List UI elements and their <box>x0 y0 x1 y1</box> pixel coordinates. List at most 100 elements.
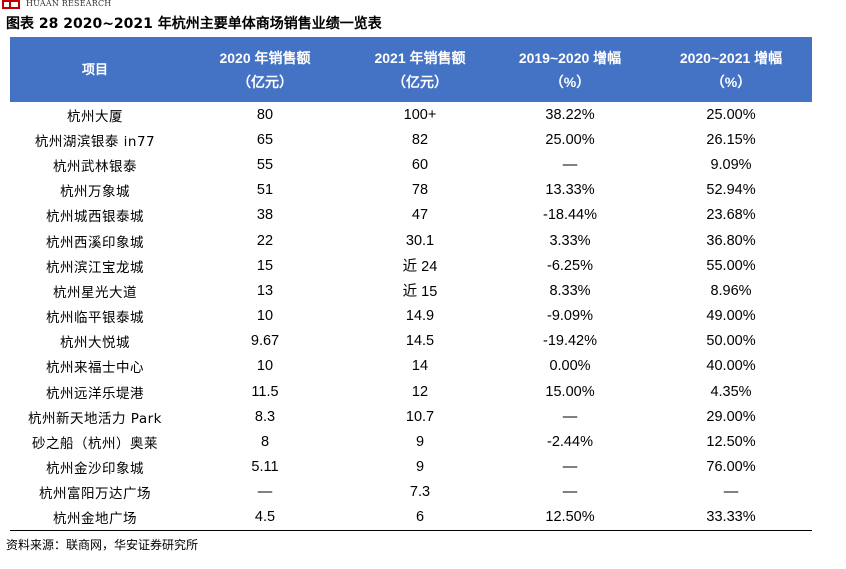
mall-name-cell: 杭州大厦 <box>67 108 123 125</box>
column-header-1: 2020 年销售额 （亿元） <box>180 37 350 102</box>
value-cell: 52.94% <box>706 182 756 199</box>
value-cell: 15.00% <box>545 383 595 400</box>
value-cell: 8.96% <box>710 282 752 299</box>
table-row: 杭州大厦 80 100+ 38.22% 25.00% <box>10 102 812 127</box>
value-cell: 78 <box>411 182 429 199</box>
value-cell: -2.44% <box>547 434 593 451</box>
value-cell: -18.44% <box>542 207 597 224</box>
value-cell: 11.5 <box>251 383 279 400</box>
mall-name-cell: 杭州临平银泰城 <box>46 310 144 327</box>
value-cell: — <box>562 156 578 173</box>
value-cell: 23.68% <box>706 207 756 224</box>
table-row: 杭州远洋乐堤港 11.5 12 15.00% 4.35% <box>10 379 812 404</box>
value-cell: 65 <box>256 131 274 148</box>
value-cell: 13.33% <box>545 182 595 199</box>
value-cell: 33.33% <box>650 505 812 531</box>
value-cell: 4.5 <box>180 505 350 531</box>
table-row: 杭州滨江宝龙城 15 近 24 -6.25% 55.00% <box>10 253 812 278</box>
value-cell: 0.00% <box>549 358 591 375</box>
value-cell: 9.09% <box>710 156 752 173</box>
table-row: 杭州金沙印象城 5.11 9 — 76.00% <box>10 455 812 480</box>
sales-table: 项目 2020 年销售额 （亿元） 2021 年销售额 （亿元） 2019~2020 增幅… <box>10 37 812 531</box>
mall-name-cell: 杭州湖滨银泰 in77 <box>34 133 156 150</box>
value-cell: 40.00% <box>706 358 756 375</box>
source-note: 资料来源：联商网，华安证券研究所 <box>6 538 199 552</box>
column-header-line2: （%） <box>710 73 752 90</box>
column-header-line1: 2020 年销售额 <box>219 49 311 66</box>
mall-name-cell: 杭州来福士中心 <box>46 360 144 377</box>
mall-name-cell: 杭州星光大道 <box>53 284 137 301</box>
value-cell: 9 <box>415 434 425 451</box>
value-cell: 15 <box>256 257 274 274</box>
mall-name-cell: 杭州西溪印象城 <box>46 234 144 251</box>
table-row: 杭州富阳万达广场 — 7.3 — — <box>10 480 812 505</box>
value-cell: 47 <box>411 207 429 224</box>
value-cell: 7.3 <box>409 484 431 501</box>
logo: HUAAN RESEARCH <box>0 0 200 12</box>
value-cell: 10.7 <box>405 408 435 425</box>
value-cell: 14.9 <box>405 308 435 325</box>
value-cell: 3.33% <box>549 232 591 249</box>
mall-name-cell: 杭州万象城 <box>60 184 130 201</box>
column-header-0: 项目 <box>10 37 180 102</box>
table-row: 杭州武林银泰 55 60 — 9.09% <box>10 152 812 177</box>
mall-name-cell: 杭州金沙印象城 <box>46 461 144 478</box>
value-cell: 5.11 <box>251 459 279 476</box>
column-header-line1: 2021 年销售额 <box>374 49 466 66</box>
value-cell: -9.09% <box>547 308 593 325</box>
table-row: 杭州万象城 51 78 13.33% 52.94% <box>10 178 812 203</box>
table-row: 杭州临平银泰城 10 14.9 -9.09% 49.00% <box>10 304 812 329</box>
column-header-line2: （%） <box>549 73 591 90</box>
value-cell: 80 <box>256 106 274 123</box>
value-cell: 60 <box>411 156 429 173</box>
table-row: 杭州来福士中心 10 14 0.00% 40.00% <box>10 354 812 379</box>
column-header-3: 2019~2020 增幅 （%） <box>490 37 650 102</box>
table-row: 杭州金地广场 4.5 6 12.50% 33.33% <box>10 505 812 531</box>
value-cell: 12.50% <box>490 505 650 531</box>
column-header-line1: 项目 <box>81 61 108 77</box>
table-header-row: 项目 2020 年销售额 （亿元） 2021 年销售额 （亿元） 2019~2020 增幅… <box>10 37 812 102</box>
value-cell: 25.00% <box>706 106 756 123</box>
value-cell: 26.15% <box>706 131 756 148</box>
value-cell: 49.00% <box>706 308 756 325</box>
table-row: 杭州西溪印象城 22 30.1 3.33% 36.80% <box>10 228 812 253</box>
table-row: 杭州湖滨银泰 in77 65 82 25.00% 26.15% <box>10 127 812 152</box>
value-cell: 22 <box>256 232 274 249</box>
value-cell: 30.1 <box>405 232 435 249</box>
mall-name-cell: 杭州城西银泰城 <box>46 209 144 226</box>
value-cell: — <box>257 484 273 501</box>
value-cell: 8.3 <box>254 408 276 425</box>
table-row: 杭州新天地活力 Park 8.3 10.7 — 29.00% <box>10 404 812 429</box>
value-cell: 29.00% <box>706 408 756 425</box>
value-cell: 36.80% <box>706 232 756 249</box>
value-cell: 10 <box>256 308 274 325</box>
table-row: 杭州大悦城 9.67 14.5 -19.42% 50.00% <box>10 329 812 354</box>
mall-name-cell: 杭州金地广场 <box>10 505 180 531</box>
value-cell: 9 <box>415 459 425 476</box>
value-cell: 76.00% <box>706 459 756 476</box>
mall-name-cell: 杭州武林银泰 <box>53 158 137 175</box>
value-cell: 38 <box>256 207 274 224</box>
value-cell: 8.33% <box>549 282 591 299</box>
column-header-line2: （亿元） <box>392 73 448 90</box>
value-cell: — <box>562 484 578 501</box>
table-title: 图表 28 2020~2021 年杭州主要单体商场销售业绩一览表 <box>6 16 382 32</box>
logo-text: HUAAN RESEARCH <box>26 0 112 8</box>
value-cell: 55 <box>256 156 274 173</box>
mall-name-cell: 杭州滨江宝龙城 <box>46 259 144 276</box>
column-header-4: 2020~2021 增幅 （%） <box>650 37 812 102</box>
column-header-line1: 2020~2021 增幅 <box>679 49 783 66</box>
mall-name-cell: 杭州大悦城 <box>60 335 130 352</box>
mall-name-cell: 杭州富阳万达广场 <box>39 486 151 503</box>
value-cell: 25.00% <box>545 131 595 148</box>
value-cell: 近 15 <box>402 284 438 301</box>
mall-name-cell: 杭州新天地活力 Park <box>28 410 162 427</box>
value-cell: 50.00% <box>706 333 756 350</box>
column-header-line1: 2019~2020 增幅 <box>518 49 622 66</box>
value-cell: — <box>562 408 578 425</box>
value-cell: -6.25% <box>547 257 593 274</box>
sales-table-container: 项目 2020 年销售额 （亿元） 2021 年销售额 （亿元） 2019~2020 增幅… <box>10 37 812 531</box>
value-cell: 6 <box>350 505 490 531</box>
value-cell: 8 <box>260 434 270 451</box>
value-cell: 10 <box>256 358 274 375</box>
